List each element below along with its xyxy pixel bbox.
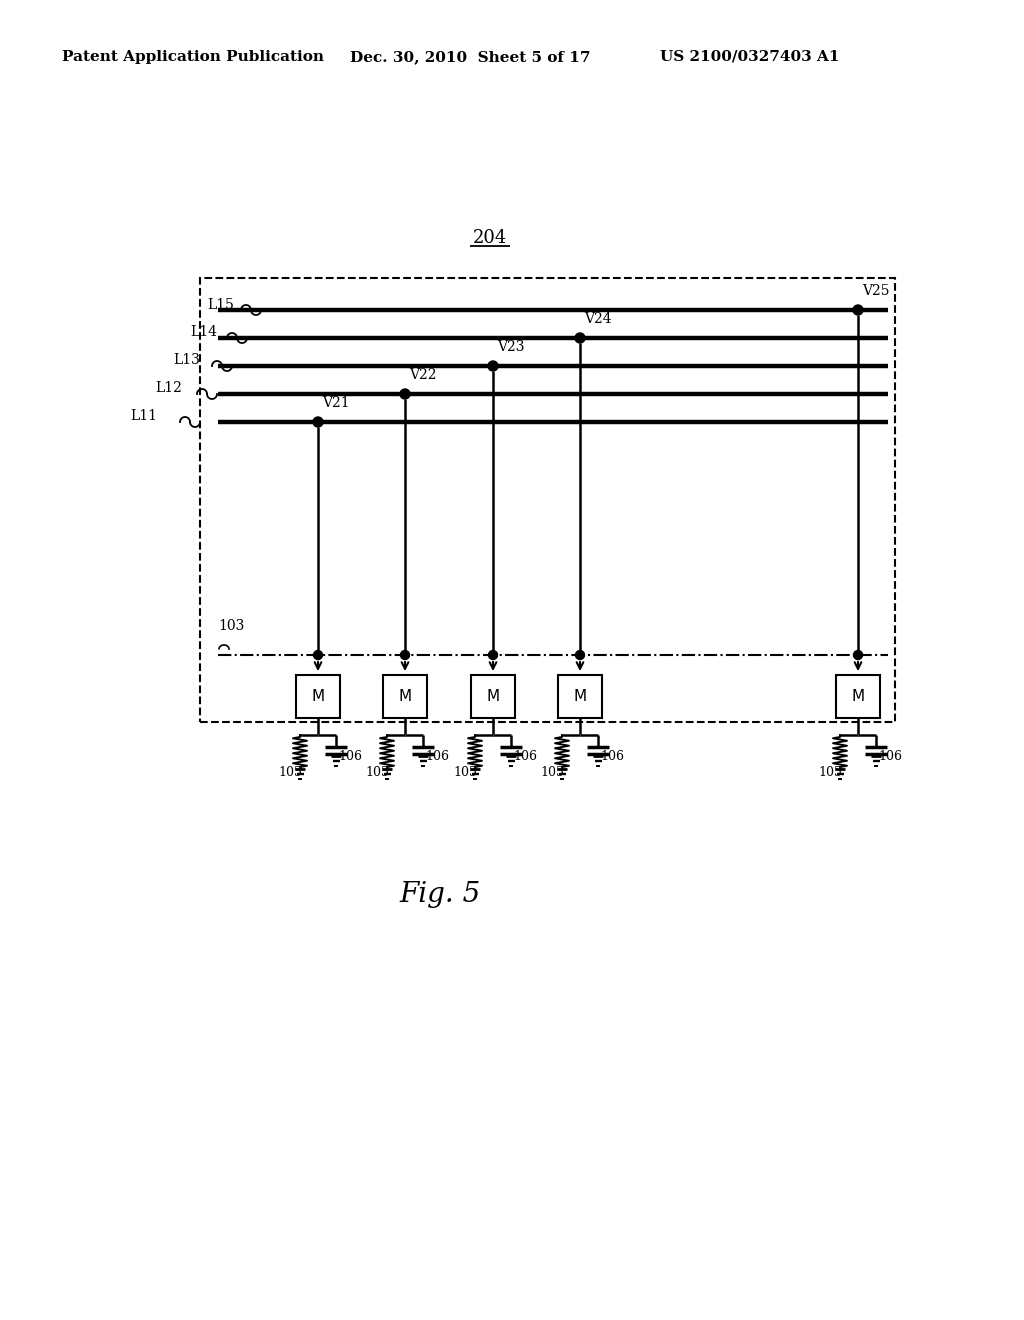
Text: V22: V22	[409, 368, 436, 381]
Circle shape	[488, 651, 498, 660]
Text: 106: 106	[425, 751, 449, 763]
Text: L15: L15	[207, 298, 233, 312]
Text: L11: L11	[130, 409, 157, 422]
Text: Dec. 30, 2010  Sheet 5 of 17: Dec. 30, 2010 Sheet 5 of 17	[350, 50, 591, 63]
Text: US 2100/0327403 A1: US 2100/0327403 A1	[660, 50, 840, 63]
Text: V24: V24	[584, 312, 611, 326]
Circle shape	[575, 651, 585, 660]
Text: 204: 204	[473, 228, 507, 247]
Text: V21: V21	[322, 396, 349, 411]
Text: L12: L12	[155, 381, 182, 395]
Text: 105: 105	[540, 767, 564, 780]
Text: 105: 105	[365, 767, 389, 780]
Bar	[383, 675, 427, 718]
Text: 105: 105	[818, 767, 842, 780]
Text: 105: 105	[453, 767, 477, 780]
Text: L13: L13	[173, 352, 200, 367]
Text: Fig. 5: Fig. 5	[399, 882, 480, 908]
Text: 106: 106	[878, 751, 902, 763]
Text: 106: 106	[338, 751, 362, 763]
Text: M: M	[573, 689, 587, 704]
Bar	[558, 675, 602, 718]
Circle shape	[488, 360, 498, 371]
Circle shape	[313, 651, 323, 660]
Text: 103: 103	[218, 619, 245, 634]
Bar	[296, 675, 340, 718]
Text: 106: 106	[513, 751, 537, 763]
Circle shape	[575, 333, 585, 343]
Text: 106: 106	[600, 751, 624, 763]
Circle shape	[400, 389, 410, 399]
Circle shape	[853, 651, 862, 660]
Circle shape	[313, 417, 323, 426]
Text: M: M	[311, 689, 325, 704]
Text: M: M	[486, 689, 500, 704]
Bar	[471, 675, 515, 718]
Text: V23: V23	[497, 341, 524, 354]
Bar	[200, 279, 895, 722]
Circle shape	[853, 305, 863, 315]
Circle shape	[400, 651, 410, 660]
Text: 105: 105	[278, 767, 302, 780]
Bar	[836, 675, 880, 718]
Text: V25: V25	[862, 284, 890, 298]
Text: M: M	[851, 689, 864, 704]
Text: L14: L14	[190, 325, 217, 339]
Text: M: M	[398, 689, 412, 704]
Text: Patent Application Publication: Patent Application Publication	[62, 50, 324, 63]
